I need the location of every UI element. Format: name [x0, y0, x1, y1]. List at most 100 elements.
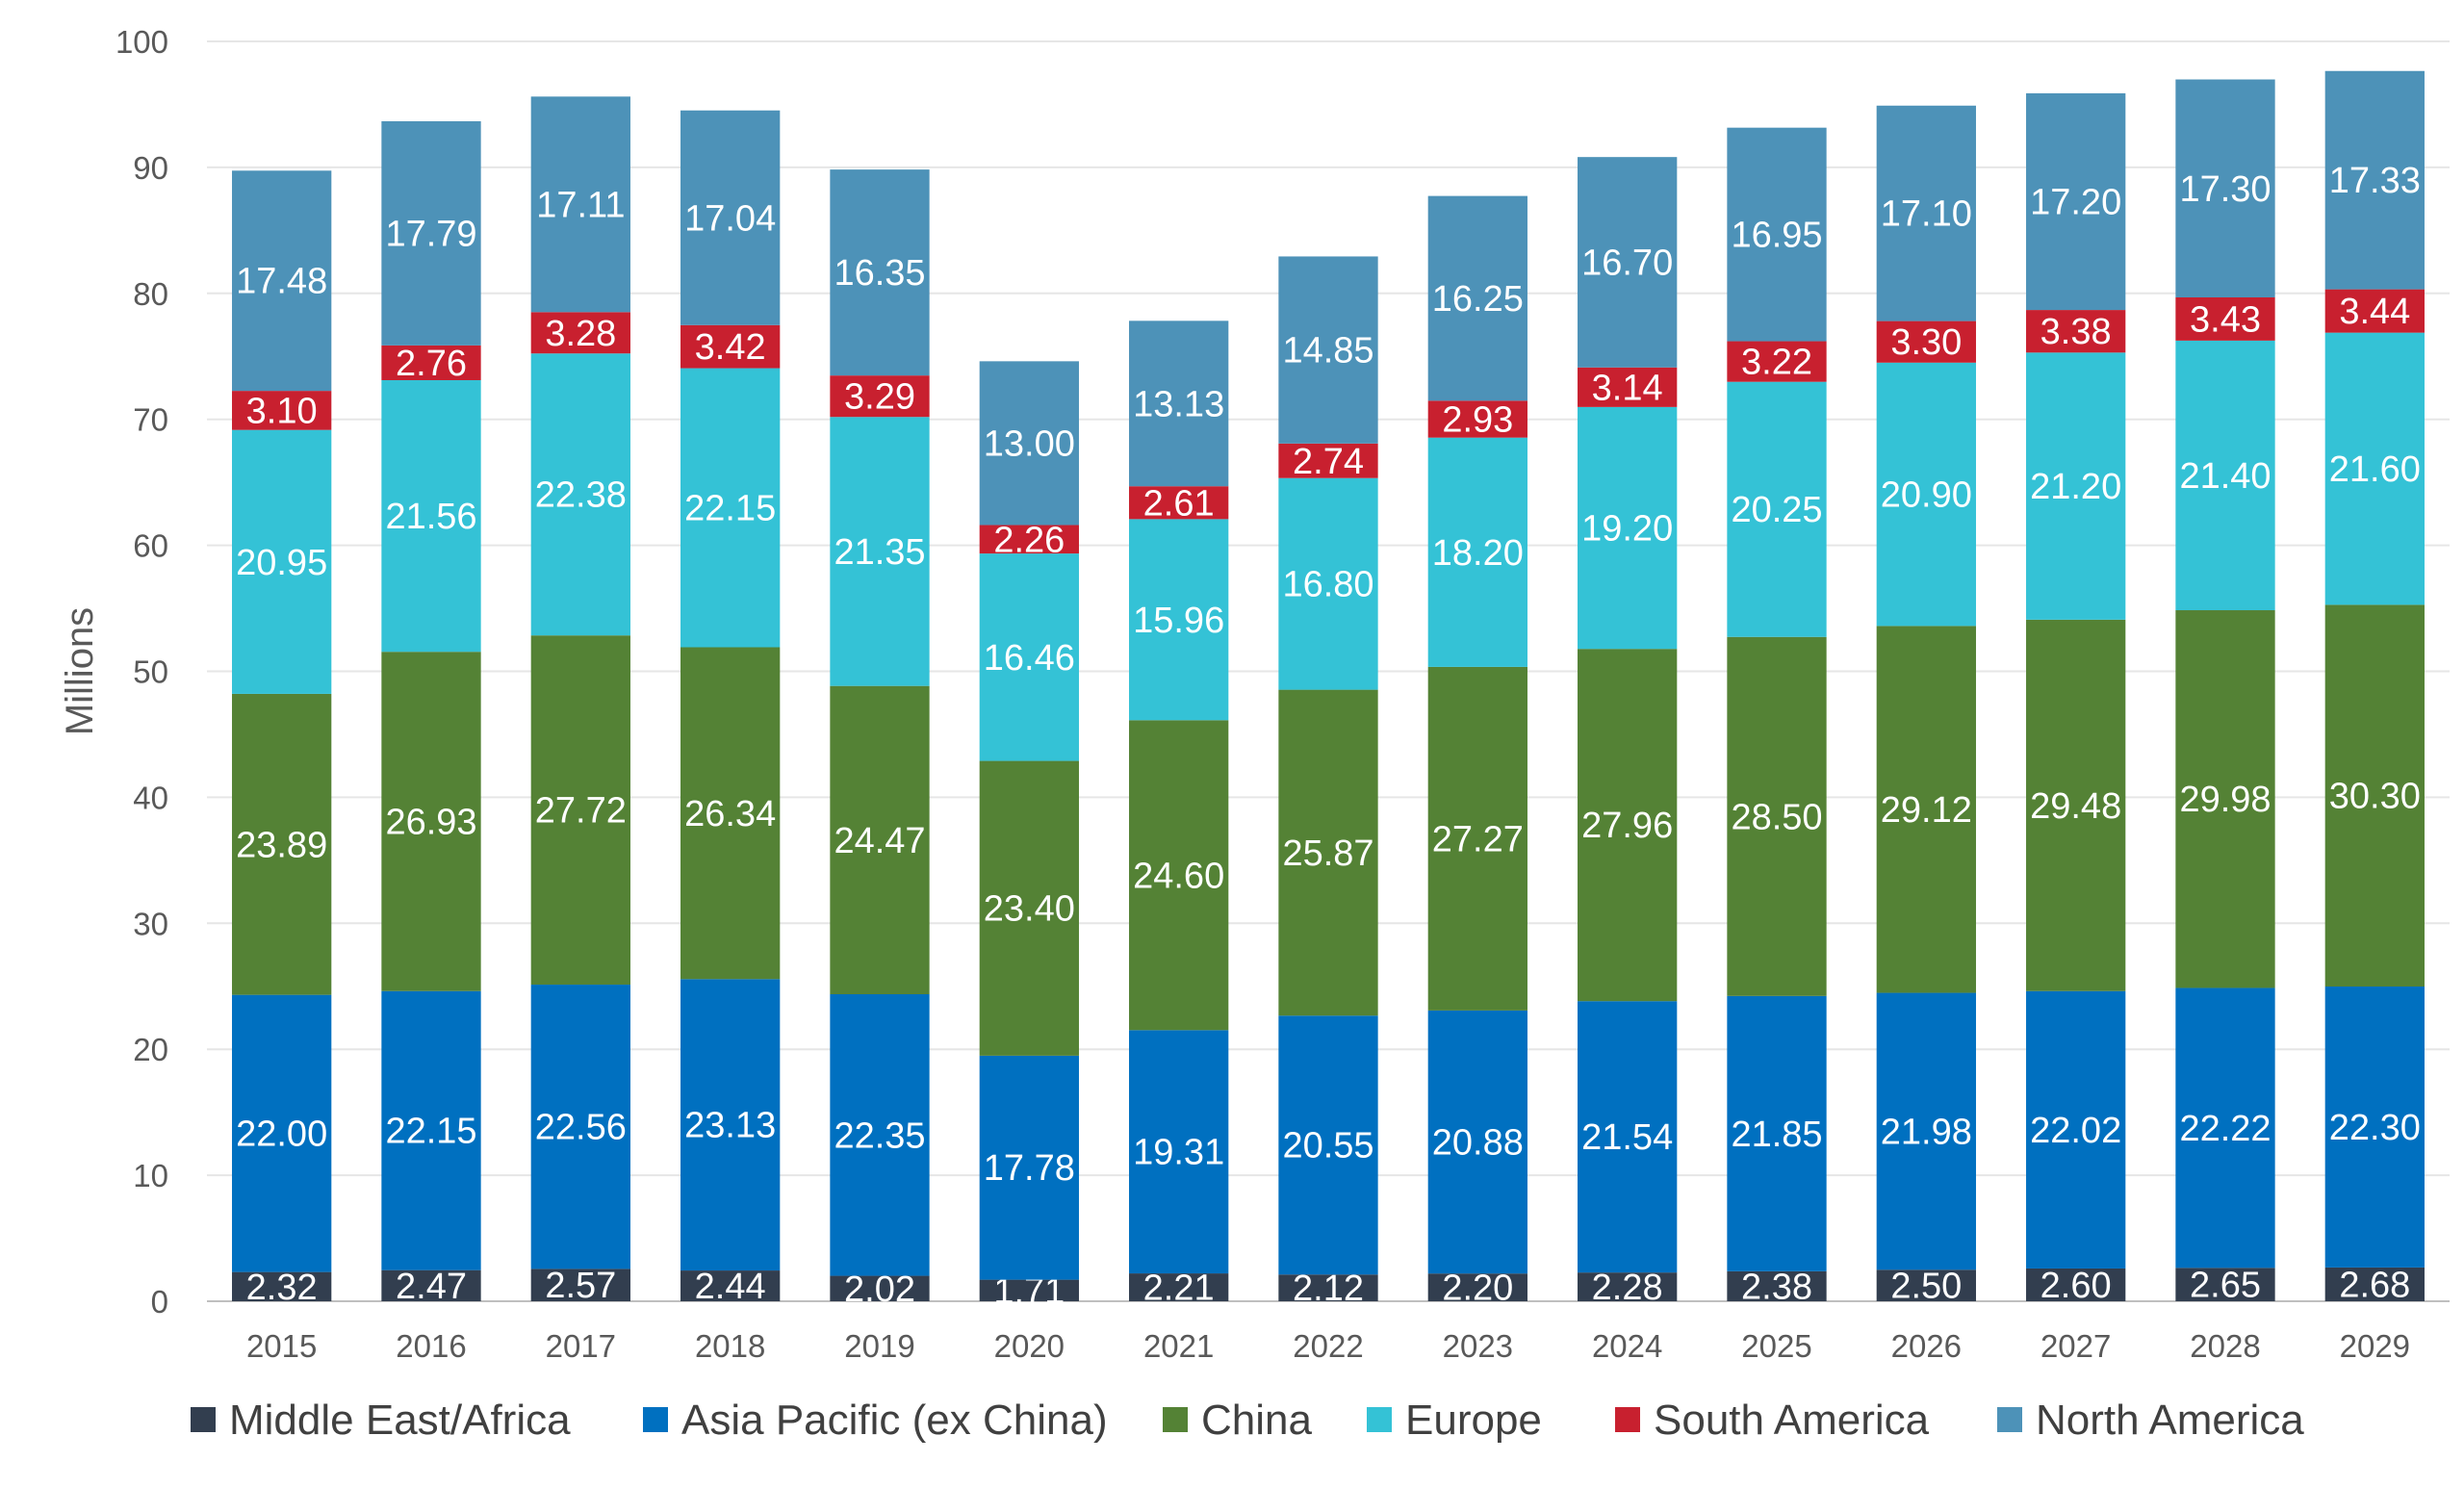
data-label: 21.54 [1581, 1117, 1673, 1158]
y-tick-label: 40 [133, 780, 168, 815]
bar-segment [1727, 381, 1827, 637]
data-label: 20.95 [236, 543, 327, 583]
bar-segment [1876, 626, 1976, 993]
bar-segment [1427, 437, 1527, 667]
data-label: 19.20 [1581, 509, 1673, 550]
bar-segment [830, 375, 930, 418]
data-label: 2.68 [2339, 1265, 2410, 1305]
x-tick-label: 2021 [1143, 1328, 1214, 1364]
data-label: 2.61 [1143, 483, 1215, 524]
y-axis: 0 10 20 30 40 50 60 70 80 90 100 [116, 24, 168, 1320]
data-label: 26.34 [684, 794, 776, 834]
data-label: 21.20 [2030, 467, 2121, 507]
bar-segment [2175, 340, 2275, 611]
legend-swatch [191, 1407, 216, 1432]
data-label: 2.57 [545, 1266, 616, 1306]
data-label: 16.46 [984, 638, 1075, 679]
bar-segment [1129, 1030, 1229, 1274]
bar-segment [1129, 519, 1229, 721]
data-label: 3.30 [1890, 322, 1962, 363]
bar-segment [680, 647, 781, 980]
bar-segment [680, 110, 781, 325]
y-axis-label: Millions [59, 607, 101, 735]
y-tick-label: 60 [133, 528, 168, 564]
data-label: 19.31 [1133, 1133, 1224, 1173]
data-label: 23.40 [984, 889, 1075, 930]
bar-segment [979, 553, 1079, 761]
data-label: 3.14 [1592, 368, 1663, 408]
bar-segment [1278, 1015, 1378, 1275]
bar-segment [1278, 1274, 1378, 1301]
data-label: 2.60 [2040, 1266, 2112, 1306]
bar-segment [1278, 443, 1378, 478]
data-label: 2.28 [1592, 1268, 1663, 1308]
bar-segment [381, 120, 481, 346]
y-tick-label: 80 [133, 276, 168, 312]
bar-segment [1727, 636, 1827, 996]
y-tick-label: 100 [116, 24, 168, 60]
bar-segment [381, 990, 481, 1270]
data-label: 15.96 [1133, 601, 1224, 641]
x-tick-label: 2016 [396, 1328, 466, 1364]
legend-swatch [643, 1407, 668, 1432]
bar-segment [1578, 406, 1678, 650]
bar-segment [2026, 619, 2126, 991]
data-label: 16.25 [1432, 279, 1524, 320]
data-label: 3.38 [2040, 312, 2112, 352]
bar-segment [1727, 127, 1827, 342]
data-label: 22.15 [385, 1112, 476, 1152]
x-tick-label: 2020 [994, 1328, 1065, 1364]
bar-segment [530, 1269, 630, 1301]
bar-segment [1578, 367, 1678, 407]
data-label: 2.47 [396, 1267, 467, 1307]
y-tick-label: 30 [133, 906, 168, 941]
data-label: 21.60 [2329, 449, 2421, 490]
data-label: 2.32 [246, 1268, 318, 1308]
bar-segment [232, 429, 332, 694]
data-label: 2.93 [1442, 400, 1513, 441]
x-tick-label: 2019 [844, 1328, 914, 1364]
bar-segment [2026, 310, 2126, 353]
bar-segment [1876, 362, 1976, 627]
bar-segment [979, 1279, 1079, 1301]
bar-segment [979, 361, 1079, 526]
data-label: 17.30 [2179, 169, 2271, 210]
data-label: 3.29 [844, 377, 915, 418]
x-tick-label: 2017 [546, 1328, 616, 1364]
bar-segment [680, 368, 781, 648]
bar-segment [2175, 296, 2275, 341]
data-label: 21.85 [1731, 1115, 1822, 1155]
x-tick-label: 2027 [2040, 1328, 2111, 1364]
bar-segment [830, 417, 930, 686]
y-tick-label: 70 [133, 402, 168, 438]
bar-segment [530, 985, 630, 1269]
y-tick-label: 0 [151, 1284, 168, 1320]
data-label: 27.72 [535, 791, 627, 832]
legend-swatch [1367, 1407, 1392, 1432]
bar-segment [830, 169, 930, 376]
data-label: 29.48 [2030, 786, 2121, 827]
data-label: 2.26 [993, 520, 1065, 560]
x-tick-label: 2015 [246, 1328, 317, 1364]
data-label: 18.20 [1432, 533, 1524, 574]
data-label: 2.20 [1442, 1269, 1513, 1309]
bar-segment [530, 96, 630, 313]
x-tick-label: 2026 [1891, 1328, 1962, 1364]
data-label: 22.15 [684, 489, 776, 529]
bar-segment [381, 1269, 481, 1301]
bar-segment [830, 685, 930, 994]
data-label: 30.30 [2329, 777, 2421, 817]
x-axis: 2015 2016 2017 2018 2019 2020 2021 2022 2023 2024… [246, 1328, 2410, 1364]
data-label: 2.38 [1741, 1267, 1812, 1307]
bar-segment [680, 979, 781, 1271]
bar-segment [1129, 1273, 1229, 1301]
data-label: 27.96 [1581, 806, 1673, 846]
bar-segment [2324, 332, 2425, 605]
data-label: 20.88 [1432, 1123, 1524, 1164]
bar-segment [979, 1055, 1079, 1280]
bar-segment [381, 652, 481, 991]
bar-segment [232, 994, 332, 1272]
data-label: 21.40 [2179, 456, 2271, 497]
data-label: 22.30 [2329, 1108, 2421, 1148]
bar-segment [1278, 689, 1378, 1016]
